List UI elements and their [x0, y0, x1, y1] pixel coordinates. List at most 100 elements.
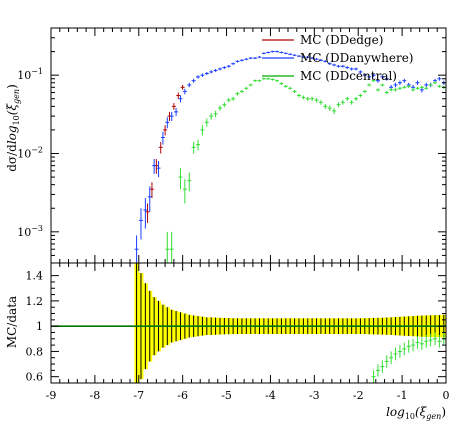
ratio-data-point	[411, 338, 416, 352]
x-tick-label: -5	[221, 389, 232, 402]
main-data-point	[288, 86, 293, 90]
main-y-axis-title: dσ/dlog10(ξgen)	[5, 84, 21, 172]
main-data-point	[248, 57, 253, 60]
main-data-point	[354, 96, 359, 101]
main-data-point	[318, 59, 323, 62]
legend-entry-ddedge: MC (DDedge)	[262, 33, 383, 47]
main-data-point	[226, 64, 231, 68]
xlabel-part-4: )	[441, 405, 446, 419]
main-data-point	[340, 100, 345, 105]
main-data-point	[428, 83, 433, 87]
main-data-point	[367, 83, 372, 87]
legend-entry-ddcentral: MC (DDcentral)	[262, 69, 397, 83]
main-data-point	[292, 89, 297, 94]
main-data-point	[301, 95, 306, 100]
main-data-point	[336, 64, 341, 68]
main-data-point	[305, 96, 310, 101]
main-data-point	[327, 105, 332, 111]
main-data-point	[239, 59, 244, 62]
main-data-point	[239, 89, 244, 94]
main-data-point	[180, 84, 185, 90]
main-data-point	[275, 79, 280, 82]
main-data-point	[371, 79, 376, 82]
main-data-point	[424, 86, 429, 90]
main-data-point	[301, 56, 306, 59]
main-data-point	[402, 78, 407, 83]
main-data-point	[362, 73, 367, 77]
main-data-point	[296, 55, 301, 58]
main-y-tick-label-exp: −1	[31, 67, 43, 76]
main-y-axis: 10−310−210−1	[17, 27, 446, 264]
main-data-point	[433, 81, 438, 85]
main-data-point	[332, 108, 337, 114]
main-data-point	[375, 78, 380, 83]
main-data-point	[200, 73, 205, 77]
x-axis-title: log10(ξgen)	[386, 405, 446, 421]
main-data-point	[196, 139, 201, 151]
ratio-y-axis-title: MC/data	[5, 296, 19, 348]
main-data-point	[323, 60, 328, 63]
main-data-point	[406, 84, 411, 88]
main-data-point	[402, 85, 407, 89]
main-data-point	[305, 56, 310, 59]
main-data-point	[176, 92, 181, 99]
ratio-panel: 0.6 0.8 1 1.2 1.4 -9 -8 -7 -6 -5 -4 -3 -2 -1 0 MC/dat…	[5, 262, 450, 421]
ratio-data-point	[406, 340, 411, 353]
ratio-y-tick-label: 0.8	[26, 345, 44, 358]
main-data-point	[187, 172, 192, 192]
x-tick-label: 0	[443, 389, 450, 402]
main-data-point	[191, 78, 196, 83]
main-data-point	[217, 105, 222, 111]
ratio-data-point	[402, 342, 407, 356]
main-data-point	[165, 231, 170, 263]
main-y-tick-label: 10−1	[17, 67, 43, 82]
x-tick-label: -1	[397, 389, 408, 402]
legend-label-ddcentral: MC (DDcentral)	[300, 69, 397, 83]
main-data-point	[371, 73, 376, 77]
main-data-point	[222, 102, 227, 108]
main-data-point	[147, 186, 152, 212]
main-data-point	[165, 117, 170, 129]
main-data-point	[163, 125, 168, 136]
ratio-plot-marks	[51, 263, 446, 383]
legend-label-ddedge: MC (DDedge)	[300, 33, 383, 47]
main-data-point	[437, 84, 442, 88]
main-data-point	[191, 142, 196, 154]
main-data-point	[209, 112, 214, 120]
main-data-point	[415, 80, 420, 85]
main-data-point	[283, 52, 288, 55]
main-data-point	[248, 83, 253, 87]
main-data-point	[169, 111, 174, 121]
main-data-point	[314, 98, 319, 103]
main-data-point	[380, 75, 385, 79]
main-panel: 10−310−210−1 dσ/dlog10(ξgen) MC (DDedge)…	[5, 27, 447, 264]
main-data-point	[257, 79, 262, 82]
main-data-point	[397, 86, 402, 90]
main-data-point	[362, 89, 367, 94]
main-plot-marks	[134, 50, 446, 263]
ratio-data-point	[393, 347, 398, 361]
main-data-point	[327, 62, 332, 65]
main-data-point	[323, 103, 328, 109]
main-data-point	[178, 95, 183, 103]
main-data-point	[424, 82, 429, 88]
ylabel-part-2: 10	[12, 115, 21, 125]
x-tick-label: -7	[133, 389, 144, 402]
ratio-x-axis: -9 -8 -7 -6 -5 -4 -3 -2 -1 0	[46, 263, 450, 402]
main-data-point	[152, 159, 157, 174]
main-data-point	[222, 66, 227, 69]
main-data-point	[182, 88, 187, 95]
ratio-y-tick-label: 0.6	[26, 371, 44, 384]
main-x-axis-ticks	[50, 28, 447, 263]
ylabel-part-3: (ξ	[5, 103, 19, 116]
main-data-point	[182, 179, 187, 204]
main-data-point	[149, 182, 154, 199]
ratio-data-point	[384, 355, 389, 368]
x-tick-label: -3	[309, 389, 320, 402]
main-data-point	[169, 231, 174, 263]
ratio-data-point	[375, 364, 380, 377]
main-data-point	[253, 79, 258, 82]
ylabel-part-5: )	[5, 84, 19, 89]
main-data-point	[380, 83, 385, 87]
main-data-point	[138, 208, 143, 240]
